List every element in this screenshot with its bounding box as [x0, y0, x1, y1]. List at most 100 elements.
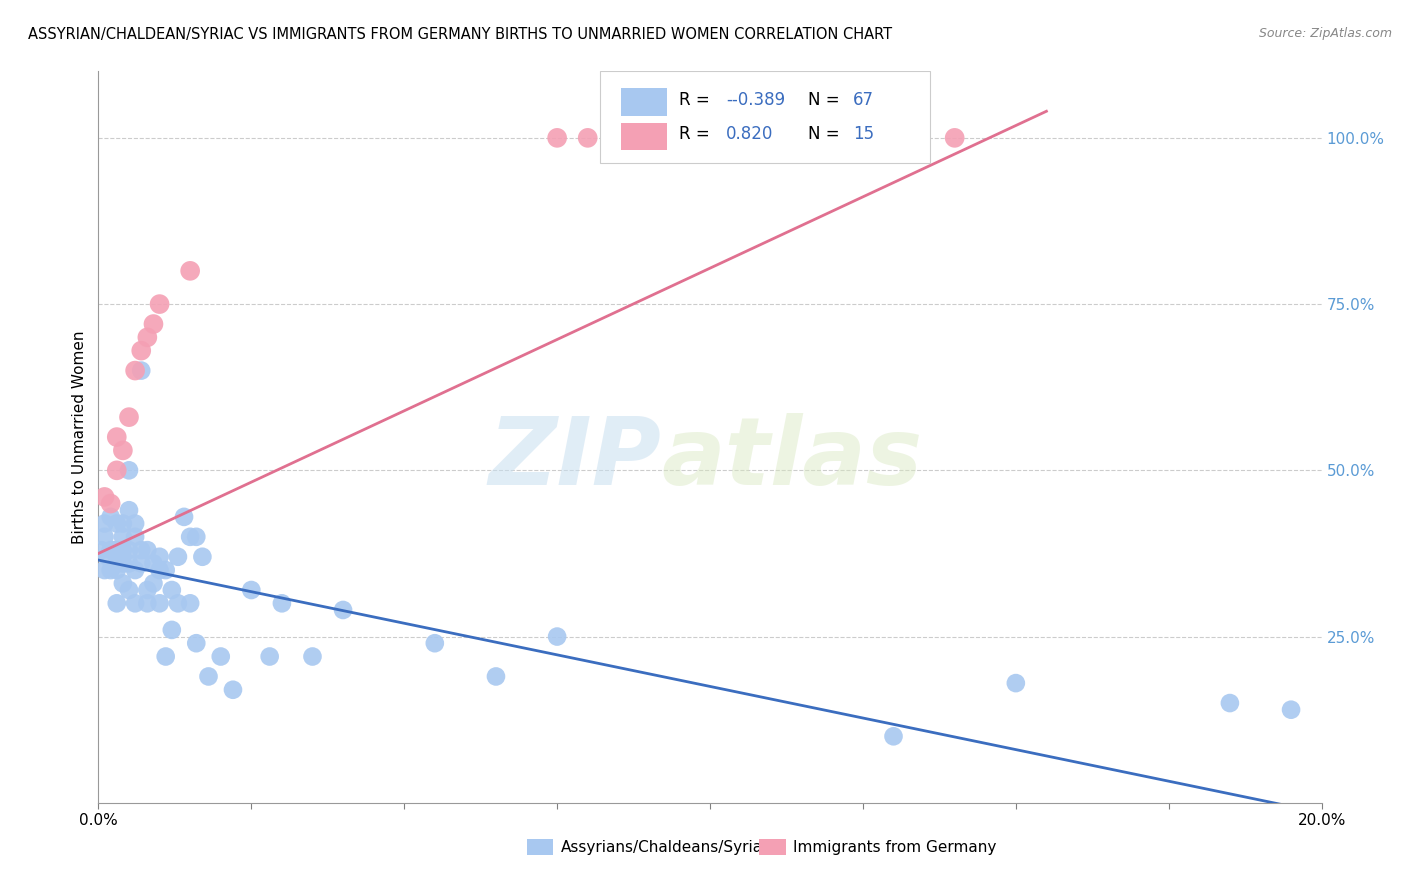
Text: R =: R =	[679, 126, 716, 144]
Point	[100, 509, 122, 524]
Point	[118, 582, 141, 597]
Text: N =: N =	[808, 126, 845, 144]
Point	[93, 530, 115, 544]
Point	[179, 596, 201, 610]
Point	[97, 549, 120, 564]
Point	[111, 543, 134, 558]
Point	[240, 582, 263, 597]
Point	[105, 557, 128, 571]
Text: --0.389: --0.389	[725, 91, 785, 109]
Text: 67: 67	[853, 91, 875, 109]
Text: 0.820: 0.820	[725, 126, 773, 144]
Point	[155, 563, 177, 577]
Point	[118, 463, 141, 477]
Point	[546, 630, 568, 644]
Point	[93, 490, 115, 504]
Point	[105, 543, 128, 558]
Point	[149, 549, 172, 564]
Text: R =: R =	[679, 91, 716, 109]
Point	[576, 131, 599, 145]
Point	[160, 623, 183, 637]
Point	[222, 682, 245, 697]
Point	[1279, 703, 1302, 717]
Bar	[759, 839, 786, 855]
Point	[124, 530, 146, 544]
Point	[136, 330, 159, 344]
Point	[167, 596, 190, 610]
Point	[124, 563, 146, 577]
Point	[173, 509, 195, 524]
Point	[105, 516, 128, 531]
Point	[118, 503, 141, 517]
Point	[90, 543, 112, 558]
FancyBboxPatch shape	[600, 71, 931, 162]
Point	[155, 649, 177, 664]
Point	[105, 463, 128, 477]
Point	[209, 649, 232, 664]
Point	[259, 649, 281, 664]
Point	[136, 596, 159, 610]
Point	[111, 516, 134, 531]
Text: ZIP: ZIP	[488, 413, 661, 505]
Point	[124, 516, 146, 531]
Point	[142, 576, 165, 591]
Point	[883, 729, 905, 743]
Text: Source: ZipAtlas.com: Source: ZipAtlas.com	[1258, 27, 1392, 40]
Text: 15: 15	[853, 126, 875, 144]
Point	[93, 563, 115, 577]
Point	[943, 131, 966, 145]
Point	[142, 317, 165, 331]
Text: ASSYRIAN/CHALDEAN/SYRIAC VS IMMIGRANTS FROM GERMANY BIRTHS TO UNMARRIED WOMEN CO: ASSYRIAN/CHALDEAN/SYRIAC VS IMMIGRANTS F…	[28, 27, 893, 42]
Point	[111, 530, 134, 544]
Point	[118, 543, 141, 558]
Point	[149, 297, 172, 311]
Point	[270, 596, 292, 610]
Point	[485, 669, 508, 683]
Point	[332, 603, 354, 617]
Point	[197, 669, 219, 683]
Point	[118, 557, 141, 571]
Point	[118, 410, 141, 425]
Point	[124, 596, 146, 610]
Point	[111, 557, 134, 571]
Point	[103, 543, 125, 558]
Point	[301, 649, 323, 664]
Point	[160, 582, 183, 597]
Point	[129, 363, 152, 377]
Point	[1219, 696, 1241, 710]
Point	[423, 636, 446, 650]
Point	[179, 264, 201, 278]
Bar	[620, 122, 668, 151]
Bar	[526, 839, 554, 855]
Point	[136, 543, 159, 558]
Point	[129, 543, 152, 558]
Point	[1004, 676, 1026, 690]
Text: atlas: atlas	[661, 413, 922, 505]
Point	[136, 582, 159, 597]
Point	[105, 596, 128, 610]
Point	[191, 549, 214, 564]
Point	[186, 636, 208, 650]
Text: Immigrants from Germany: Immigrants from Germany	[793, 840, 997, 855]
Point	[100, 543, 122, 558]
Point	[111, 576, 134, 591]
Text: N =: N =	[808, 91, 845, 109]
Point	[149, 596, 172, 610]
Point	[186, 530, 208, 544]
Bar	[620, 88, 668, 116]
Point	[142, 557, 165, 571]
Point	[129, 557, 152, 571]
Point	[546, 131, 568, 145]
Point	[167, 549, 190, 564]
Y-axis label: Births to Unmarried Women: Births to Unmarried Women	[72, 330, 87, 544]
Point	[100, 563, 122, 577]
Point	[105, 430, 128, 444]
Text: Assyrians/Chaldeans/Syriacs: Assyrians/Chaldeans/Syriacs	[561, 840, 779, 855]
Point	[105, 563, 128, 577]
Point	[93, 516, 115, 531]
Point	[129, 343, 152, 358]
Point	[179, 530, 201, 544]
Point	[149, 563, 172, 577]
Point	[111, 443, 134, 458]
Point	[100, 497, 122, 511]
